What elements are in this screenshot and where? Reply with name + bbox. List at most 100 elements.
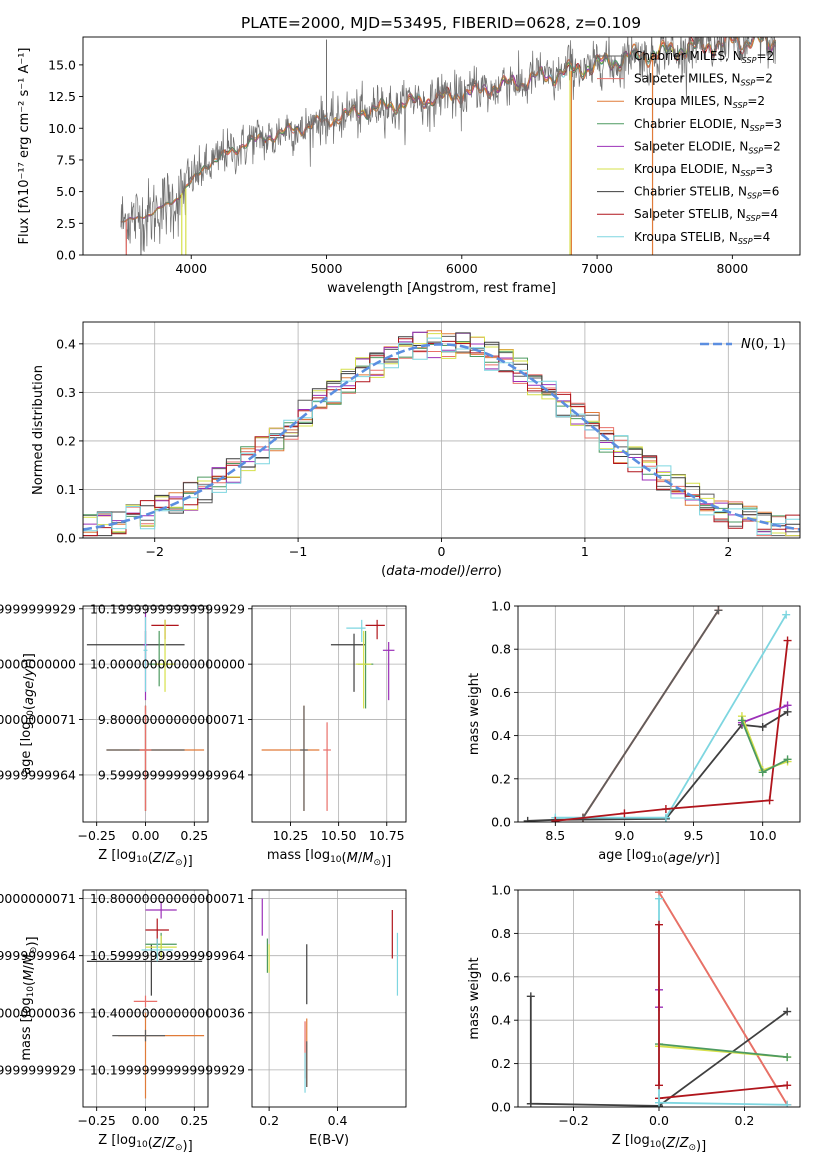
- y-tick-label: 10.00000000000000000: [0, 657, 76, 672]
- figure-title: PLATE=2000, MJD=53495, FIBERID=0628, z=0…: [241, 14, 641, 32]
- data-point-marker: [758, 722, 767, 731]
- histogram-salpeter-elodie: [83, 331, 800, 537]
- data-point-marker: [765, 796, 774, 805]
- y-tick-label: 0.6: [491, 685, 511, 700]
- x-tick-label: 7000: [581, 261, 613, 276]
- x-tick-label: 10.75: [369, 828, 405, 843]
- series-kroupa-stelib: [551, 610, 791, 822]
- x-tick-label: 0.25: [180, 828, 208, 843]
- legend-label: Kroupa STELIB, NSSP=4: [634, 230, 770, 246]
- legend: N(0, 1): [700, 337, 786, 352]
- errorbar-kroupa-elodie: [155, 619, 175, 692]
- errorbar-salpeter-stelib: [365, 619, 385, 640]
- series-line: [527, 711, 789, 822]
- plot-area: [86, 901, 205, 1099]
- y-tick-label: 9.80000000000000071: [98, 712, 245, 727]
- series-line: [582, 609, 720, 819]
- observed-spectrum: [120, 37, 776, 255]
- errorbar-chabrier-stelib: [86, 944, 203, 996]
- errorbar-chabrier-elodie: [357, 630, 374, 709]
- series-line: [658, 1043, 788, 1058]
- y-tick-label: 10.59999999999999964: [90, 948, 245, 963]
- y-tick-label: 10.19999999999999929: [0, 1062, 76, 1077]
- x-tick-label: 2: [724, 544, 732, 559]
- data-point-marker: [783, 1007, 792, 1016]
- legend-label: Chabrier ELODIE, NSSP=3: [634, 117, 782, 133]
- x-axis-label: Z [log10(Z/Z⊙)]: [98, 848, 192, 869]
- y-tick-label: 10.00000000000000000: [90, 657, 245, 672]
- legend-label: Kroupa MILES, NSSP=2: [634, 94, 765, 110]
- errorbar-salpeter-miles: [133, 995, 158, 1008]
- x-tick-label: 5000: [311, 261, 343, 276]
- x-axis-label: Z [log10(Z/Z⊙)]: [98, 1133, 192, 1154]
- x-tick-label: 0.2: [735, 1113, 755, 1128]
- y-tick-label: 0.6: [491, 969, 511, 984]
- panel-residuals: −2 −1 0 1 2 0.0 0.1 0.2 0.3 0.4 (data-model)/erro)…: [31, 321, 801, 579]
- x-tick-label: 9.0: [614, 828, 634, 843]
- x-tick-label: 10.50: [321, 828, 357, 843]
- panel-spectrum: 4000 5000 6000 7000 8000 0.0 2.5 5.0 7.5 10.0 12.5…: [17, 36, 801, 296]
- plot-area: [120, 37, 777, 255]
- axes: −0.2 0.0 0.2 0.0 0.2 0.4 0.6 0.8 1.0 Z [log10(Z/Z…: [467, 883, 801, 1154]
- data-point-marker: [523, 816, 532, 822]
- x-tick-label: 0.00: [132, 828, 160, 843]
- data-point-marker: [551, 816, 560, 822]
- y-tick-label: 0.4: [491, 1013, 511, 1028]
- errorbar-kroupa-stelib: [346, 619, 366, 642]
- y-tick-label: 0.8: [491, 926, 511, 941]
- y-tick-label: 0.2: [491, 771, 511, 786]
- x-tick-label: 10.25: [273, 828, 309, 843]
- x-tick-label: 10.0: [749, 828, 777, 843]
- y-tick-label: 12.5: [48, 89, 76, 104]
- x-axis-label: Z [log10(Z/Z⊙)]: [612, 1133, 706, 1154]
- grid: [252, 606, 406, 822]
- gaussian-curve: [83, 343, 800, 531]
- errorbar-chabrier-miles: [112, 1029, 166, 1042]
- axes: −0.25 0.00 0.25 10.19999999999999929 10.4000…: [0, 889, 209, 1154]
- x-tick-label: 4000: [175, 261, 207, 276]
- errorbar-salpeter-miles: [323, 722, 331, 811]
- plot-area: [83, 330, 800, 537]
- data-point-marker: [783, 1100, 792, 1107]
- series-line: [741, 704, 788, 724]
- plot-area: [526, 890, 792, 1107]
- y-tick-label: 7.5: [56, 152, 76, 167]
- y-tick-label: 10.59999999999999964: [0, 948, 76, 963]
- plot-area: [86, 611, 205, 811]
- series-chabrier-elodie: [737, 716, 792, 777]
- x-tick-label: 0.25: [180, 1113, 208, 1128]
- data-point-marker: [655, 1098, 663, 1107]
- axes-frame: [82, 36, 801, 256]
- series-chabrier-miles: [578, 606, 723, 822]
- y-axis-label: mass [log10(M/M⊙)]: [19, 936, 40, 1060]
- data-point-marker: [526, 992, 535, 1001]
- y-tick-label: 10.19999999999999929: [0, 601, 76, 616]
- panel-mass-vs-ebv: 0.2 0.4 10.19999999999999929 10.40000000000…: [90, 889, 407, 1148]
- legend-label: Kroupa ELODIE, NSSP=3: [634, 162, 773, 178]
- y-tick-label: 9.80000000000000071: [0, 712, 76, 727]
- x-tick-label: 0.4: [328, 1113, 348, 1128]
- histogram-kroupa-miles: [83, 330, 800, 537]
- panel-weight-vs-z: −0.2 0.0 0.2 0.0 0.2 0.4 0.6 0.8 1.0 Z [log10(Z/Z…: [467, 883, 801, 1154]
- legend: Chabrier MILES, NSSP=2 Salpeter MILES, NS…: [597, 49, 782, 246]
- x-tick-label: 0.0: [649, 1113, 669, 1128]
- y-axis-label: Normed distribution: [31, 365, 46, 495]
- x-tick-label: 6000: [446, 261, 478, 276]
- y-axis-label: age [log10(age/yr)]: [19, 653, 37, 775]
- series-line: [555, 640, 789, 822]
- series-line: [658, 1084, 788, 1100]
- y-tick-label: 0.0: [56, 248, 76, 263]
- y-tick-label: 0.4: [491, 728, 511, 743]
- data-point-marker: [783, 636, 792, 645]
- errorbar-kroupa-elodie: [355, 630, 372, 709]
- axes: 0.2 0.4 10.19999999999999929 10.40000000000…: [90, 889, 407, 1148]
- series-chabrier-stelib: [523, 707, 792, 822]
- x-tick-label: 1: [581, 544, 589, 559]
- errorbar-kroupa-miles: [118, 1012, 205, 1099]
- x-axis-label: wavelength [Angstrom, rest frame]: [327, 281, 556, 296]
- series-salpeter-stelib: [655, 920, 663, 1090]
- errorbar-chabrier-stelib: [330, 633, 366, 692]
- x-tick-label: −0.25: [78, 828, 116, 843]
- series-salpeter-miles: [655, 890, 792, 1107]
- y-tick-label: 10.19999999999999929: [90, 1062, 245, 1077]
